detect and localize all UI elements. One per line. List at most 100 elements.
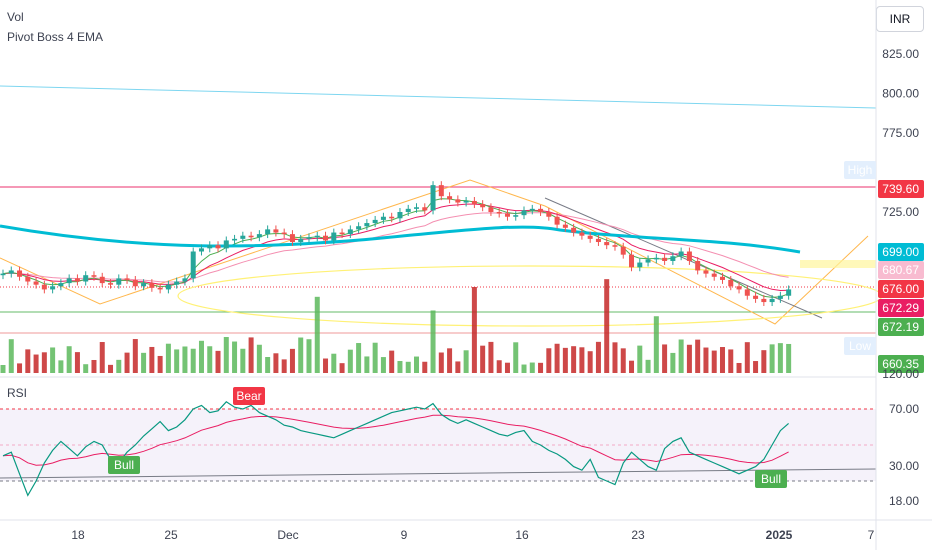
volume-bar <box>124 352 130 373</box>
volume-bar <box>587 351 593 373</box>
volume-bar <box>513 342 519 373</box>
candle <box>612 245 618 247</box>
candle <box>149 283 155 288</box>
candle <box>223 240 229 249</box>
candle <box>389 216 395 219</box>
volume-bar <box>50 347 56 373</box>
candle <box>430 185 436 211</box>
candle <box>50 286 56 290</box>
candle <box>463 200 469 203</box>
candle <box>769 298 775 303</box>
candle <box>604 242 610 246</box>
candle <box>364 223 370 227</box>
volume-bar <box>670 352 676 373</box>
volume-bar <box>488 341 494 373</box>
price-tag-value: 676.00 <box>882 282 919 296</box>
volume-bar <box>339 363 345 373</box>
volume-bar <box>728 349 734 373</box>
legend-vol: Vol <box>7 10 24 24</box>
candle <box>538 208 544 212</box>
currency-button[interactable]: INR <box>876 6 924 32</box>
candle <box>124 278 130 280</box>
price-tag-label-box <box>844 161 876 179</box>
volume-bar <box>471 286 477 373</box>
candle <box>157 287 163 290</box>
volume-bar <box>637 345 643 373</box>
volume-bar <box>480 345 486 373</box>
ema-mid-line <box>2 203 789 292</box>
candle <box>198 248 204 252</box>
candle <box>132 279 138 287</box>
candle <box>58 283 64 287</box>
volume-bar <box>116 359 122 373</box>
volume-bar <box>198 340 204 373</box>
price-tag-box <box>878 280 924 298</box>
price-tag-value: 739.60 <box>882 182 919 196</box>
volume-bar <box>306 339 312 373</box>
volume-bar <box>405 361 411 373</box>
candle <box>190 251 196 279</box>
candle <box>438 185 444 197</box>
candle <box>17 270 23 277</box>
candle <box>116 278 122 285</box>
volume-bar <box>662 344 668 373</box>
volume-bar <box>58 360 64 373</box>
volume-bar <box>298 337 304 373</box>
price-tag-value: 660.35 <box>882 357 919 371</box>
signal-label: Bull <box>108 456 140 474</box>
pattern-line <box>0 179 546 305</box>
volume-bar <box>463 350 469 373</box>
price-tag-box <box>878 337 924 355</box>
price-tag-value: 672.29 <box>882 301 919 315</box>
rsi-tick-label: 70.00 <box>889 402 919 416</box>
volume-bar <box>190 348 196 373</box>
volume-bar <box>529 362 535 373</box>
candle <box>232 238 238 241</box>
candle <box>670 256 676 261</box>
candle <box>91 275 97 277</box>
price-tag: 699.00 <box>878 243 924 261</box>
price-tag-box <box>878 243 924 261</box>
price-tag-box <box>878 299 924 317</box>
volume-bar <box>372 342 378 373</box>
volume-bar <box>248 337 254 373</box>
candle <box>215 245 221 249</box>
volume-bar <box>41 352 47 373</box>
candle <box>182 278 188 282</box>
volume-bar <box>314 296 320 373</box>
candle <box>207 245 213 249</box>
candle <box>546 212 552 217</box>
volume-bar <box>546 348 552 373</box>
volume-bar <box>430 310 436 373</box>
rsi-tick-label: 30.00 <box>889 459 919 473</box>
candle <box>728 279 734 287</box>
candle <box>289 234 295 243</box>
price-tag: 742.90 High <box>844 161 924 179</box>
signal-label: Bull <box>755 470 787 488</box>
candle <box>0 273 6 276</box>
rsi-line <box>2 401 789 497</box>
price-tag: 660.35 <box>878 355 924 373</box>
volume-bar <box>33 354 39 373</box>
time-tick-label: Dec <box>277 528 298 542</box>
volume-bar <box>223 337 229 373</box>
volume-bar <box>66 346 72 373</box>
ema-slow-line <box>2 212 789 283</box>
signal-box <box>108 456 140 474</box>
volume-bar <box>604 279 610 373</box>
volume-bar <box>438 352 444 373</box>
volume-bar <box>455 361 461 373</box>
volume-bar <box>0 365 6 373</box>
candle <box>620 246 626 255</box>
volume-bar <box>281 359 287 373</box>
volume-bar <box>786 343 792 373</box>
volume-bar <box>554 343 560 373</box>
volume-bar <box>323 358 329 373</box>
candle <box>256 234 262 238</box>
volume-bar <box>422 361 428 373</box>
highlight-band <box>800 260 876 268</box>
candle <box>753 295 759 299</box>
candle <box>99 276 105 284</box>
